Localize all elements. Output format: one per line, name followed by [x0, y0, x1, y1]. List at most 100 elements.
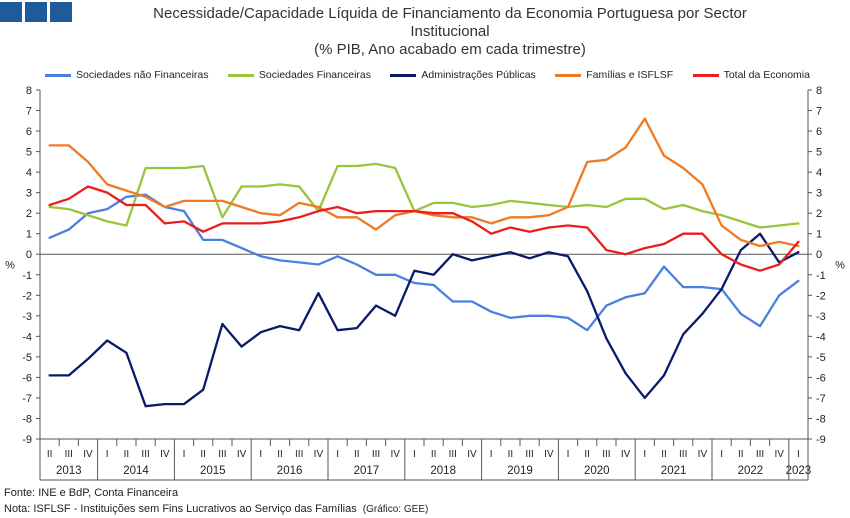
x-quarter-label: III	[218, 449, 226, 460]
y-tick-label-left: -9	[22, 434, 32, 446]
legend-swatch	[555, 73, 582, 77]
y-tick-label-left: -3	[22, 311, 32, 323]
y-tick-label-left: 1	[26, 229, 32, 241]
y-tick-label-left: 5	[26, 147, 32, 159]
y-tick-label-left: -7	[22, 393, 32, 405]
legend-item: Sociedades Financeiras	[227, 67, 371, 83]
logo-block	[50, 2, 72, 22]
y-tick-label-right: 5	[816, 147, 822, 159]
logo-block	[0, 2, 22, 22]
series-line	[48, 185, 800, 272]
x-quarter-label: III	[679, 449, 687, 460]
x-quarter-label: IV	[390, 449, 400, 460]
legend-swatch	[227, 73, 254, 77]
y-axis-label-right: %	[835, 260, 845, 272]
y-tick-label-left: -4	[22, 331, 32, 343]
y-tick-label-right: -9	[816, 434, 826, 446]
x-quarter-label: II	[124, 449, 130, 460]
x-year-label: 2014	[123, 465, 149, 477]
series-line	[48, 117, 800, 248]
x-quarter-label: I	[259, 449, 262, 460]
legend-swatch	[45, 73, 71, 77]
x-quarter-label: I	[567, 449, 570, 460]
x-quarter-label: I	[490, 449, 493, 460]
x-year-label: 2023	[786, 465, 812, 477]
x-quarter-label: I	[643, 449, 646, 460]
x-quarter-label: IV	[83, 449, 93, 460]
x-quarter-label: II	[47, 449, 53, 460]
y-axis-label-left: %	[5, 260, 15, 272]
chart-subtitle: (% PIB, Ano acabado em cada trimestre)	[314, 41, 586, 58]
series-line	[48, 193, 800, 332]
y-tick-label-right: 1	[816, 229, 822, 241]
x-quarter-label: IV	[544, 449, 554, 460]
x-quarter-label: II	[277, 449, 283, 460]
legend-swatch	[692, 73, 719, 77]
x-quarter-label: I	[413, 449, 416, 460]
x-quarter-label: III	[141, 449, 149, 460]
legend-item: Administrações Públicas	[390, 67, 536, 83]
y-tick-label-right: -4	[816, 331, 826, 343]
x-quarter-label: II	[508, 449, 514, 460]
x-quarter-label: IV	[621, 449, 631, 460]
logo	[0, 2, 72, 22]
y-tick-label-right: -8	[816, 413, 826, 425]
x-quarter-label: II	[431, 449, 437, 460]
footer-source: Fonte: INE e BdP, Conta Financeira	[4, 487, 179, 499]
x-year-label: 2013	[56, 465, 82, 477]
y-tick-label-right: -2	[816, 290, 826, 302]
chart-title-line2: Institucional	[410, 23, 490, 40]
x-quarter-label: II	[584, 449, 590, 460]
series-line	[48, 162, 800, 229]
y-tick-label-left: 2	[26, 208, 32, 220]
y-tick-label-left: 4	[26, 167, 32, 179]
x-quarter-label: III	[65, 449, 73, 460]
y-tick-label-right: -3	[816, 311, 826, 323]
series-line	[48, 232, 800, 408]
x-year-label: 2022	[738, 465, 764, 477]
y-tick-label-left: -5	[22, 352, 32, 364]
x-quarter-label: III	[295, 449, 303, 460]
chart-title: Necessidade/Capacidade Líquida de Financ…	[80, 5, 820, 59]
x-year-label: 2018	[430, 465, 456, 477]
x-year-label: 2020	[584, 465, 610, 477]
y-tick-label-left: -8	[22, 413, 32, 425]
logo-block	[25, 2, 47, 22]
x-quarter-label: III	[602, 449, 610, 460]
x-quarter-label: I	[336, 449, 339, 460]
x-year-label: 2015	[200, 465, 226, 477]
legend-item: Sociedades não Financeiras	[45, 67, 209, 83]
y-tick-label-right: 7	[816, 106, 822, 118]
y-tick-label-right: 3	[816, 188, 822, 200]
footer-note: Nota: ISFLSF - Instituições sem Fins Luc…	[4, 503, 428, 515]
x-quarter-label: II	[738, 449, 744, 460]
x-quarter-label: III	[372, 449, 380, 460]
x-quarter-label: III	[756, 449, 764, 460]
y-tick-label-right: -5	[816, 352, 826, 364]
x-quarter-label: III	[449, 449, 457, 460]
x-year-label: 2016	[277, 465, 303, 477]
y-tick-label-right: 8	[816, 85, 822, 97]
x-year-label: 2017	[354, 465, 380, 477]
y-tick-label-left: 6	[26, 126, 32, 138]
x-quarter-label: II	[200, 449, 206, 460]
legend-item: Famílias e ISFLSF	[555, 67, 673, 83]
x-year-label: 2021	[661, 465, 687, 477]
x-quarter-label: I	[183, 449, 186, 460]
y-tick-label-left: 0	[26, 249, 32, 261]
x-quarter-label: III	[525, 449, 533, 460]
chart-legend: Sociedades não Financeiras Sociedades Fin…	[45, 67, 810, 83]
footer-credit: (Gráfico: GEE)	[362, 504, 429, 515]
y-tick-label-left: 7	[26, 106, 32, 118]
y-tick-label-right: 6	[816, 126, 822, 138]
x-quarter-label: IV	[698, 449, 708, 460]
y-tick-label-right: 2	[816, 208, 822, 220]
legend-label: Sociedades Financeiras	[258, 69, 371, 81]
y-tick-label-left: -1	[22, 270, 32, 282]
y-tick-label-left: 3	[26, 188, 32, 200]
x-quarter-label: IV	[237, 449, 247, 460]
x-quarter-label: II	[354, 449, 360, 460]
legend-label: Famílias e ISFLSF	[586, 69, 674, 81]
x-quarter-label: IV	[314, 449, 324, 460]
x-quarter-label: IV	[774, 449, 784, 460]
